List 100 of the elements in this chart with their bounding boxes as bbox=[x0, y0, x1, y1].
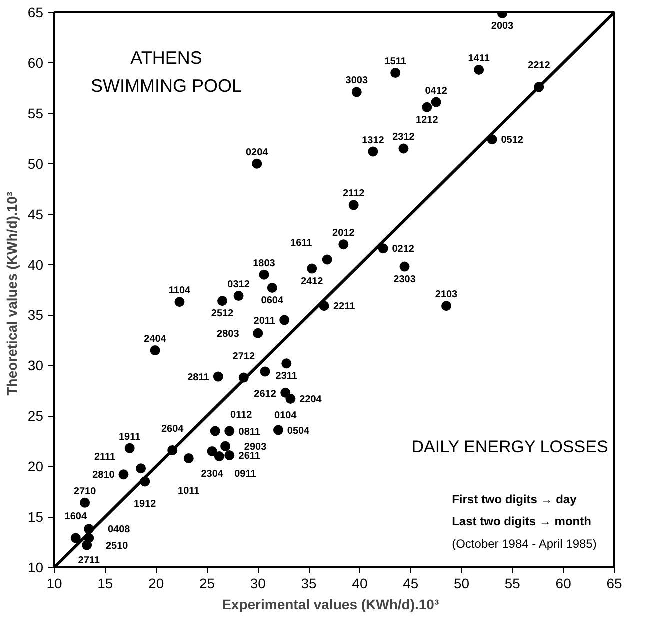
point bbox=[80, 498, 90, 508]
annotation: 2303 bbox=[394, 274, 416, 286]
annotation: 2212 bbox=[528, 60, 551, 72]
annotation: 2803 bbox=[217, 328, 240, 340]
annotation: 2011 bbox=[254, 316, 276, 327]
point bbox=[390, 68, 401, 78]
x-tick-label: 65 bbox=[606, 576, 622, 592]
point bbox=[338, 240, 349, 250]
x-tick-label: 35 bbox=[301, 576, 318, 592]
annotation: 2712 bbox=[232, 351, 256, 362]
annotation: 2711 bbox=[78, 556, 100, 567]
point bbox=[474, 65, 484, 76]
annotation: 0911 bbox=[234, 469, 257, 480]
annotation: 2112 bbox=[343, 188, 366, 200]
point bbox=[259, 270, 270, 280]
annotation: 2512 bbox=[211, 308, 234, 320]
annotation: 1312 bbox=[362, 135, 385, 146]
annotation: 0412 bbox=[425, 86, 448, 97]
point bbox=[220, 441, 231, 452]
annotation: 0212 bbox=[392, 244, 415, 256]
annotation: 1411 bbox=[468, 54, 490, 65]
annotation: (October 1984 - April 1985) bbox=[452, 536, 597, 551]
point bbox=[82, 540, 92, 550]
y-tick-label: 60 bbox=[28, 54, 44, 71]
annotation: 2611 bbox=[238, 450, 261, 462]
x-tick-label: 25 bbox=[199, 576, 216, 592]
y-tick-label: 10 bbox=[28, 560, 44, 576]
annotation: 2710 bbox=[74, 486, 97, 498]
x-tick-label: 40 bbox=[352, 576, 368, 592]
y-axis-title: Theoretical values (KWh/d).10³ bbox=[4, 192, 20, 396]
annotation: 2811 bbox=[188, 372, 210, 384]
y-tick-label: 65 bbox=[28, 4, 44, 20]
annotation: 0204 bbox=[246, 147, 269, 158]
y-tick-label: 40 bbox=[28, 256, 44, 273]
annotation: 2604 bbox=[161, 424, 184, 435]
point bbox=[260, 366, 270, 377]
text: DAILY ENERGY LOSSES bbox=[412, 438, 608, 456]
y-tick-label: 20 bbox=[28, 458, 44, 475]
point bbox=[253, 328, 264, 338]
point bbox=[352, 87, 362, 98]
y-tick-label: 15 bbox=[28, 509, 44, 526]
point bbox=[184, 454, 194, 464]
point bbox=[118, 470, 129, 480]
point bbox=[274, 425, 284, 436]
point bbox=[214, 452, 224, 462]
annotation: 0408 bbox=[108, 524, 131, 536]
y-tick-label: 45 bbox=[28, 206, 44, 222]
point bbox=[207, 446, 218, 456]
annotation: 3003 bbox=[346, 76, 368, 87]
annotation: Last two digits → month bbox=[452, 514, 592, 529]
x-tick-label: 45 bbox=[403, 576, 419, 592]
y-tick-label: 35 bbox=[28, 307, 44, 324]
point bbox=[210, 426, 220, 436]
x-tick-label: 55 bbox=[504, 576, 521, 592]
annotation: 0512 bbox=[501, 135, 524, 146]
annotation: 1912 bbox=[134, 499, 157, 510]
point bbox=[348, 200, 359, 210]
x-tick-label: 30 bbox=[250, 576, 266, 592]
point bbox=[224, 450, 235, 460]
point bbox=[252, 158, 262, 169]
point bbox=[282, 358, 292, 369]
point bbox=[280, 315, 290, 326]
point bbox=[398, 144, 409, 154]
annotation: 2510 bbox=[106, 540, 129, 552]
annotation: 1011 bbox=[178, 486, 200, 498]
annotation: 2311 bbox=[276, 371, 298, 382]
point bbox=[422, 102, 432, 112]
annotation: 0504 bbox=[287, 426, 310, 437]
y-tick-label: 55 bbox=[28, 105, 44, 122]
annotation: First two digits → day bbox=[452, 492, 578, 506]
x-axis-title: Experimental values (KWh/d).10³ bbox=[222, 596, 440, 612]
x-tick-label: 50 bbox=[454, 576, 470, 592]
annotation: 2204 bbox=[300, 394, 322, 406]
point bbox=[442, 301, 452, 312]
x-tick-label: 15 bbox=[98, 576, 114, 592]
annotation: 2612 bbox=[254, 389, 277, 400]
text: ATHENS SWIMMING POOL bbox=[91, 48, 242, 96]
point bbox=[368, 146, 378, 157]
y-tick-label: 25 bbox=[28, 408, 44, 424]
point bbox=[213, 372, 224, 382]
annotation: 0104 bbox=[274, 410, 298, 422]
x-tick-label: 60 bbox=[556, 576, 572, 592]
annotation: 2404 bbox=[144, 334, 167, 346]
point bbox=[307, 264, 318, 274]
annotation: 0312 bbox=[228, 280, 250, 291]
point bbox=[234, 291, 244, 302]
annotation: 1911 bbox=[119, 432, 142, 443]
annotation: 2012 bbox=[332, 228, 356, 240]
y-tick-label: 50 bbox=[28, 156, 44, 172]
annotation: 2211 bbox=[333, 302, 356, 313]
point bbox=[218, 296, 228, 306]
annotation: 1511 bbox=[384, 56, 407, 68]
annotation: 2903 bbox=[244, 442, 268, 453]
point bbox=[136, 464, 146, 474]
point bbox=[70, 533, 81, 544]
point bbox=[267, 282, 278, 293]
point bbox=[322, 254, 332, 265]
annotation: 1104 bbox=[168, 286, 192, 297]
point bbox=[174, 297, 185, 308]
annotation: 1803 bbox=[253, 258, 276, 270]
